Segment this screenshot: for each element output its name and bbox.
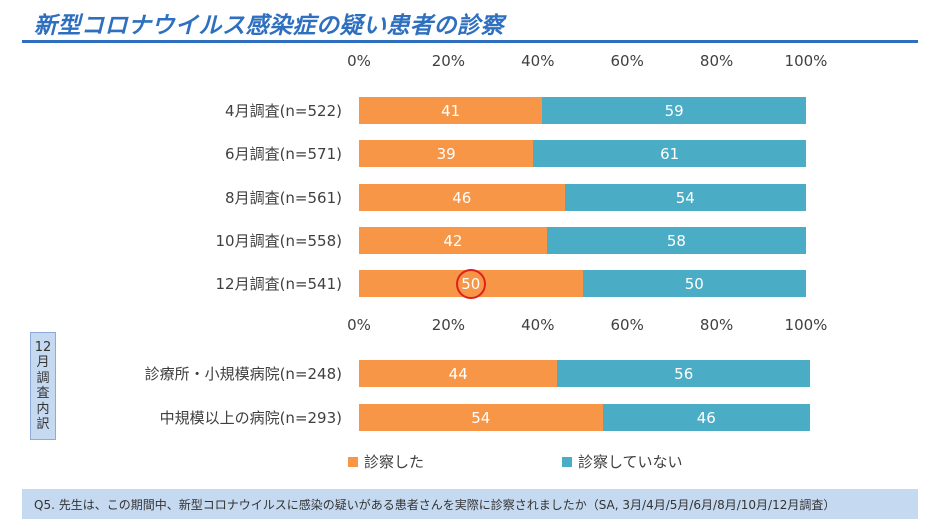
category-label: 6月調査(n=571): [225, 145, 342, 163]
side-label-char: 12: [34, 339, 52, 355]
bar-segment: 41: [359, 97, 543, 124]
footer-note: Q5. 先生は、この期間中、新型コロナウイルスに感染の疑いがある患者さんを実際に…: [22, 489, 918, 519]
x-tick-label: 40%: [521, 52, 555, 70]
data-label: 61: [660, 144, 680, 163]
bar-segment: 58: [546, 227, 806, 254]
bar-segment: 56: [557, 360, 810, 387]
category-label: 中規模以上の病院(n=293): [159, 409, 342, 427]
x-tick-label: 60%: [610, 316, 644, 334]
legend-item-2: 診察していない: [562, 451, 683, 472]
data-label: 54: [471, 408, 491, 427]
side-label-box: 12 月調査内訳: [30, 332, 56, 440]
x-tick-label: 80%: [699, 52, 734, 70]
data-label: 44: [448, 364, 468, 383]
category-label: 8月調査(n=561): [225, 189, 342, 207]
x-tick-label: 20%: [431, 52, 466, 70]
highlight-circle: [455, 269, 486, 299]
x-tick-label: 0%: [347, 52, 371, 70]
x-tick-label: 80%: [699, 316, 734, 334]
data-label: 46: [452, 188, 472, 207]
x-tick-label: 100%: [784, 52, 828, 70]
bar-segment: 42: [359, 227, 547, 254]
legend-swatch-1: [348, 456, 358, 467]
stacked-bar: 39 61: [359, 140, 806, 167]
x-tick-label: 100%: [784, 316, 828, 334]
bar-segment: 59: [542, 97, 806, 124]
side-label-char: 内: [36, 401, 50, 417]
stacked-bar: 42 58: [359, 227, 806, 254]
bar-segment: 44: [359, 360, 558, 387]
x-tick-label: 60%: [610, 52, 644, 70]
category-label: 診療所・小規模病院(n=248): [144, 365, 342, 383]
bar-segment: 54: [359, 404, 603, 431]
page-title: 新型コロナウイルス感染症の疑い患者の診察: [34, 13, 504, 39]
title-rule: [22, 40, 918, 43]
category-label: 12月調査(n=541): [215, 275, 343, 293]
data-label: 41: [441, 101, 461, 120]
legend-item-1: 診察した: [348, 451, 424, 472]
data-label: 46: [696, 408, 716, 427]
bar-segment: 46: [359, 184, 565, 211]
legend-swatch-2: [562, 456, 572, 467]
side-label-char: 訳: [36, 417, 50, 432]
data-label: 58: [666, 231, 686, 250]
stacked-bar: 50 50: [359, 270, 806, 297]
x-tick-label: 0%: [347, 316, 371, 334]
data-label: 56: [674, 364, 694, 383]
side-label-char: 月: [36, 355, 50, 370]
data-label: 50: [684, 274, 704, 293]
bar-segment: 46: [602, 404, 810, 431]
x-tick-label: 20%: [431, 316, 466, 334]
data-label: 39: [436, 144, 456, 163]
stacked-bar: 44 56: [359, 360, 810, 387]
bar-segment: 61: [533, 140, 806, 167]
legend-label-2: 診察していない: [578, 453, 683, 471]
data-label: 59: [664, 101, 684, 120]
x-tick-label: 40%: [521, 316, 555, 334]
data-label: 54: [675, 188, 695, 207]
category-label: 10月調査(n=558): [215, 232, 343, 250]
stacked-bar: 46 54: [359, 184, 806, 211]
bar-segment: 39: [359, 140, 534, 167]
bar-segment: 54: [564, 184, 806, 211]
data-label: 42: [443, 231, 463, 250]
stacked-bar: 41 59: [359, 97, 806, 124]
side-label-char: 査: [36, 386, 50, 401]
bar-segment: 50: [582, 270, 806, 297]
side-label-char: 調: [36, 370, 50, 386]
stacked-bar: 54 46: [359, 404, 810, 431]
category-label: 4月調査(n=522): [225, 102, 342, 120]
legend-label-1: 診察した: [364, 453, 425, 471]
